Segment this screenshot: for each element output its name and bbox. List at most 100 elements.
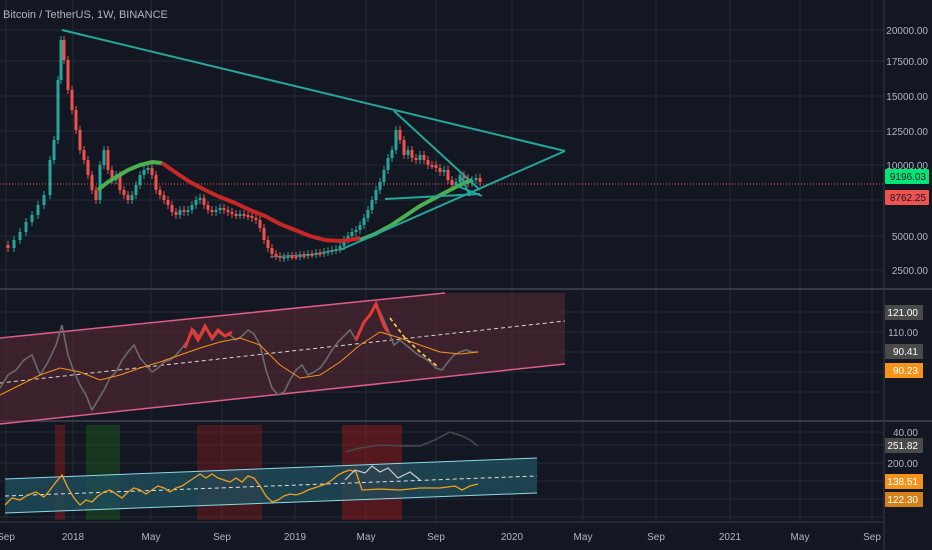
small-triangle-upper[interactable] <box>393 110 481 191</box>
osc-tag-25182-bg <box>885 438 923 453</box>
candle-body <box>146 168 150 170</box>
rsi-tick-9041: 90.41 <box>893 347 918 358</box>
time-label-sep-2017: Sep <box>0 532 15 543</box>
price-tick-12500: 12500.00 <box>886 127 928 138</box>
price-axis[interactable]: 20000.00 17500.00 15000.00 12500.00 1000… <box>885 26 929 277</box>
rsi-line <box>0 302 478 412</box>
current-price-tag: 9196.03 <box>885 169 929 184</box>
candle-body <box>298 255 302 257</box>
candle-body <box>78 130 82 150</box>
candle-body <box>198 198 202 200</box>
time-label-may-2020: May <box>574 532 593 543</box>
candle-body <box>52 140 56 160</box>
candle-body <box>94 190 98 200</box>
price-pane[interactable] <box>0 29 884 262</box>
candle-body <box>6 245 10 248</box>
candle-body <box>386 158 390 170</box>
candle-body <box>398 130 402 140</box>
candle-body <box>12 240 16 248</box>
candle-body <box>70 90 74 110</box>
time-axis[interactable]: Sep 2018 May Sep 2019 May Sep 2020 May S… <box>0 532 881 543</box>
candle-body <box>258 220 262 228</box>
candle-body <box>294 256 298 258</box>
candle-body <box>234 214 238 216</box>
candle-body <box>162 195 166 200</box>
candle-body <box>366 210 370 218</box>
candle-body <box>478 178 482 182</box>
candle-body <box>350 232 354 236</box>
candle-body <box>206 205 210 210</box>
candle-body <box>74 110 78 130</box>
candle-body <box>90 175 94 190</box>
rsi-tick-40: 40.00 <box>893 428 918 439</box>
time-label-sep-2020: Sep <box>647 532 665 543</box>
candle-body <box>446 170 450 180</box>
candle-body <box>126 195 130 200</box>
time-label-sep-2019: Sep <box>427 532 445 543</box>
osc-tick-200: 200.00 <box>887 459 918 470</box>
candle-body <box>130 195 134 200</box>
candle-body <box>48 160 52 195</box>
candle-body <box>306 254 310 256</box>
candle-body <box>474 178 478 180</box>
rsi-axis[interactable]: 121.00 110.00 90.41 90.23 40.00 <box>885 305 923 439</box>
candle-body <box>290 256 294 258</box>
candle-body <box>458 175 462 182</box>
candle-body <box>62 40 66 60</box>
oscillator-pane[interactable] <box>4 425 538 520</box>
candle-body <box>382 170 386 182</box>
candle-body <box>430 165 434 167</box>
small-triangle-lower[interactable] <box>384 193 481 200</box>
osc-tag-12230-bg <box>885 492 923 507</box>
rsi-channel-lower <box>0 363 566 425</box>
candle-body <box>134 185 138 195</box>
candle-body <box>282 257 286 259</box>
ma-line-falling-tail <box>339 236 361 243</box>
candle-body <box>218 208 222 210</box>
price-tick-17500: 17500.00 <box>886 57 928 68</box>
candle-body <box>158 190 162 195</box>
candle-body <box>82 150 86 160</box>
mini-triangle-2[interactable] <box>461 177 471 197</box>
symbol-title[interactable]: Bitcoin / TetherUS, 1W, BINANCE <box>3 9 168 21</box>
price-tick-2500: 2500.00 <box>892 266 929 277</box>
current-price-tag-bg <box>885 169 929 184</box>
oscillator-axis[interactable]: 251.82 200.00 138.51 122.30 <box>885 438 923 507</box>
candle-body <box>226 210 230 212</box>
osc-tick-25182: 251.82 <box>887 441 918 452</box>
candle-body <box>454 182 458 185</box>
candle-body <box>194 200 198 205</box>
triangle-lower-trendline[interactable] <box>339 150 566 251</box>
candle-body <box>326 251 330 253</box>
osc-white-line <box>344 465 421 481</box>
candle-body <box>402 140 406 155</box>
osc-tick-12230: 122.30 <box>887 495 918 506</box>
candle-body <box>174 212 178 215</box>
candle-body <box>378 182 382 190</box>
candle-body <box>202 198 206 205</box>
candle-body <box>102 150 106 165</box>
time-label-may-2019: May <box>357 532 376 543</box>
candle-body <box>178 210 182 215</box>
candle-body <box>42 195 46 205</box>
candle-body <box>342 240 346 246</box>
osc-channel-median <box>4 475 538 497</box>
candle-body <box>450 180 454 185</box>
rsi-dashed-yellow-trend <box>389 317 438 367</box>
rsi-pane[interactable] <box>0 292 566 425</box>
candle-body <box>86 160 90 175</box>
candle-body <box>426 160 430 165</box>
rsi-channel-median <box>0 320 566 384</box>
candle-body <box>150 168 154 175</box>
candle-body <box>434 165 438 168</box>
rsi-channel-fill <box>0 293 565 424</box>
candle-body <box>254 218 258 220</box>
candle-body <box>310 254 314 256</box>
candle-body <box>166 200 170 205</box>
rsi-moving-average <box>0 331 479 396</box>
time-label-2021: 2021 <box>719 532 742 543</box>
triangle-upper-trendline[interactable] <box>61 29 566 152</box>
rsi-overbought-red-2 <box>354 300 390 341</box>
